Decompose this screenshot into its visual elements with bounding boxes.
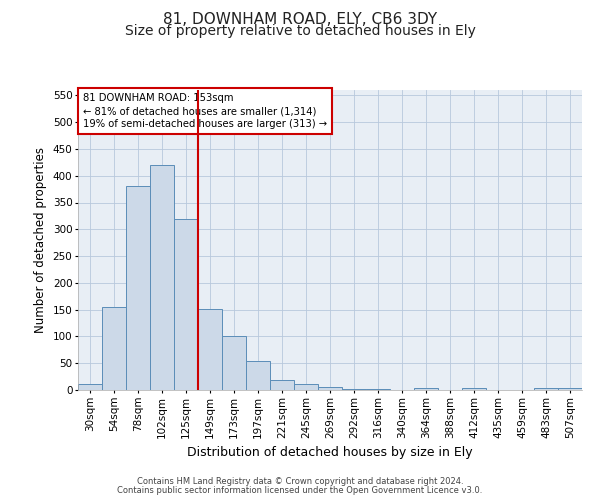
- Bar: [534, 388, 558, 390]
- Text: Contains public sector information licensed under the Open Government Licence v3: Contains public sector information licen…: [118, 486, 482, 495]
- Text: 81, DOWNHAM ROAD, ELY, CB6 3DY: 81, DOWNHAM ROAD, ELY, CB6 3DY: [163, 12, 437, 28]
- Bar: [294, 384, 318, 390]
- Bar: [222, 336, 246, 390]
- Y-axis label: Number of detached properties: Number of detached properties: [34, 147, 47, 333]
- Bar: [414, 388, 438, 390]
- Bar: [150, 165, 174, 390]
- Bar: [246, 360, 270, 390]
- Bar: [318, 388, 342, 390]
- Bar: [270, 380, 294, 390]
- Bar: [102, 307, 126, 390]
- Bar: [78, 384, 102, 390]
- Text: Contains HM Land Registry data © Crown copyright and database right 2024.: Contains HM Land Registry data © Crown c…: [137, 477, 463, 486]
- X-axis label: Distribution of detached houses by size in Ely: Distribution of detached houses by size …: [187, 446, 473, 459]
- Text: 81 DOWNHAM ROAD: 153sqm
← 81% of detached houses are smaller (1,314)
19% of semi: 81 DOWNHAM ROAD: 153sqm ← 81% of detache…: [83, 93, 327, 130]
- Text: Size of property relative to detached houses in Ely: Size of property relative to detached ho…: [125, 24, 475, 38]
- Bar: [126, 186, 150, 390]
- Bar: [174, 218, 198, 390]
- Bar: [462, 388, 486, 390]
- Bar: [198, 308, 222, 390]
- Bar: [558, 388, 582, 390]
